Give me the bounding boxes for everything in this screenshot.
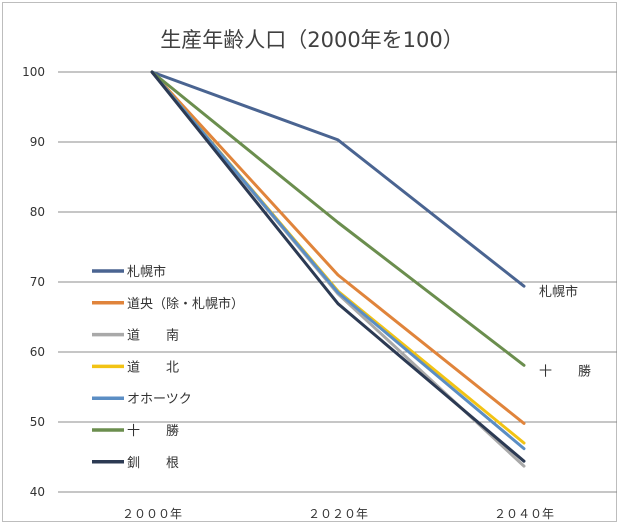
- series-end-label: 札幌市: [539, 284, 578, 300]
- y-tick-label: 100: [22, 65, 45, 79]
- chart-title: 生産年齢人口（2000年を100）: [160, 28, 464, 52]
- legend-label: 札幌市: [127, 264, 166, 280]
- legend-label: 十 勝: [127, 424, 179, 439]
- series-end-label: 十 勝: [539, 364, 591, 379]
- series-line: [150, 70, 526, 463]
- y-tick-label: 50: [30, 415, 45, 429]
- legend-label: 道央（除・札幌市）: [127, 296, 244, 312]
- x-tick-label: ２０４０年: [494, 507, 554, 521]
- series-line: [150, 70, 526, 425]
- x-tick-label: ２０００年: [122, 507, 182, 521]
- legend-label: オホーツク: [127, 392, 192, 407]
- legend-label: 道 南: [127, 328, 179, 344]
- y-tick-label: 70: [30, 275, 45, 289]
- series-line: [150, 70, 526, 445]
- y-tick-label: 90: [30, 135, 45, 149]
- legend-label: 釧 根: [127, 456, 179, 471]
- legend-label: 道 北: [127, 360, 179, 375]
- y-tick-label: 80: [30, 205, 45, 219]
- series-line: [150, 70, 526, 288]
- y-tick-label: 40: [30, 485, 45, 499]
- series-line: [150, 70, 526, 367]
- x-tick-label: ２０２０年: [308, 507, 368, 521]
- y-tick-label: 60: [30, 345, 45, 359]
- series-line: [150, 70, 526, 451]
